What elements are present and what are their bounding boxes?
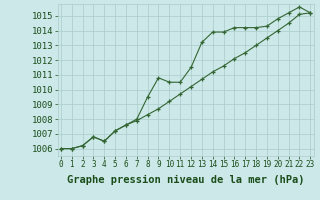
X-axis label: Graphe pression niveau de la mer (hPa): Graphe pression niveau de la mer (hPa) bbox=[67, 175, 304, 185]
